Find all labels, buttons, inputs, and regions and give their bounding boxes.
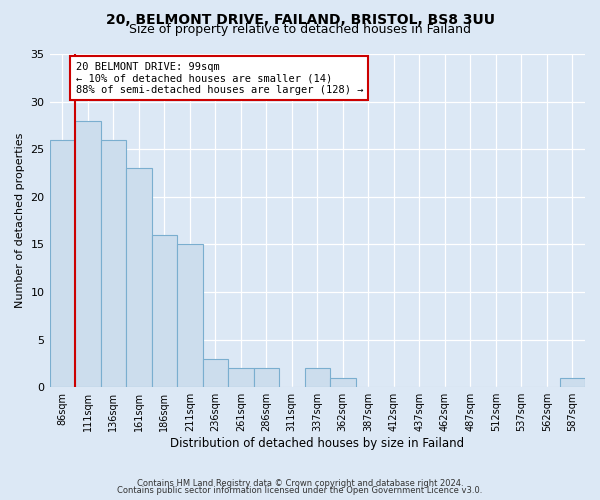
Bar [305,368,330,387]
Bar [75,120,101,387]
X-axis label: Distribution of detached houses by size in Failand: Distribution of detached houses by size … [170,437,464,450]
Text: Contains HM Land Registry data © Crown copyright and database right 2024.: Contains HM Land Registry data © Crown c… [137,478,463,488]
Bar [152,235,177,387]
Text: 20 BELMONT DRIVE: 99sqm
← 10% of detached houses are smaller (14)
88% of semi-de: 20 BELMONT DRIVE: 99sqm ← 10% of detache… [76,62,363,95]
Bar [560,378,585,387]
Bar [177,244,203,387]
Text: 20, BELMONT DRIVE, FAILAND, BRISTOL, BS8 3UU: 20, BELMONT DRIVE, FAILAND, BRISTOL, BS8… [106,12,494,26]
Bar [101,140,126,387]
Bar [254,368,279,387]
Bar [50,140,75,387]
Text: Size of property relative to detached houses in Failand: Size of property relative to detached ho… [129,22,471,36]
Bar [228,368,254,387]
Text: Contains public sector information licensed under the Open Government Licence v3: Contains public sector information licen… [118,486,482,495]
Y-axis label: Number of detached properties: Number of detached properties [15,133,25,308]
Bar [203,358,228,387]
Bar [126,168,152,387]
Bar [330,378,356,387]
